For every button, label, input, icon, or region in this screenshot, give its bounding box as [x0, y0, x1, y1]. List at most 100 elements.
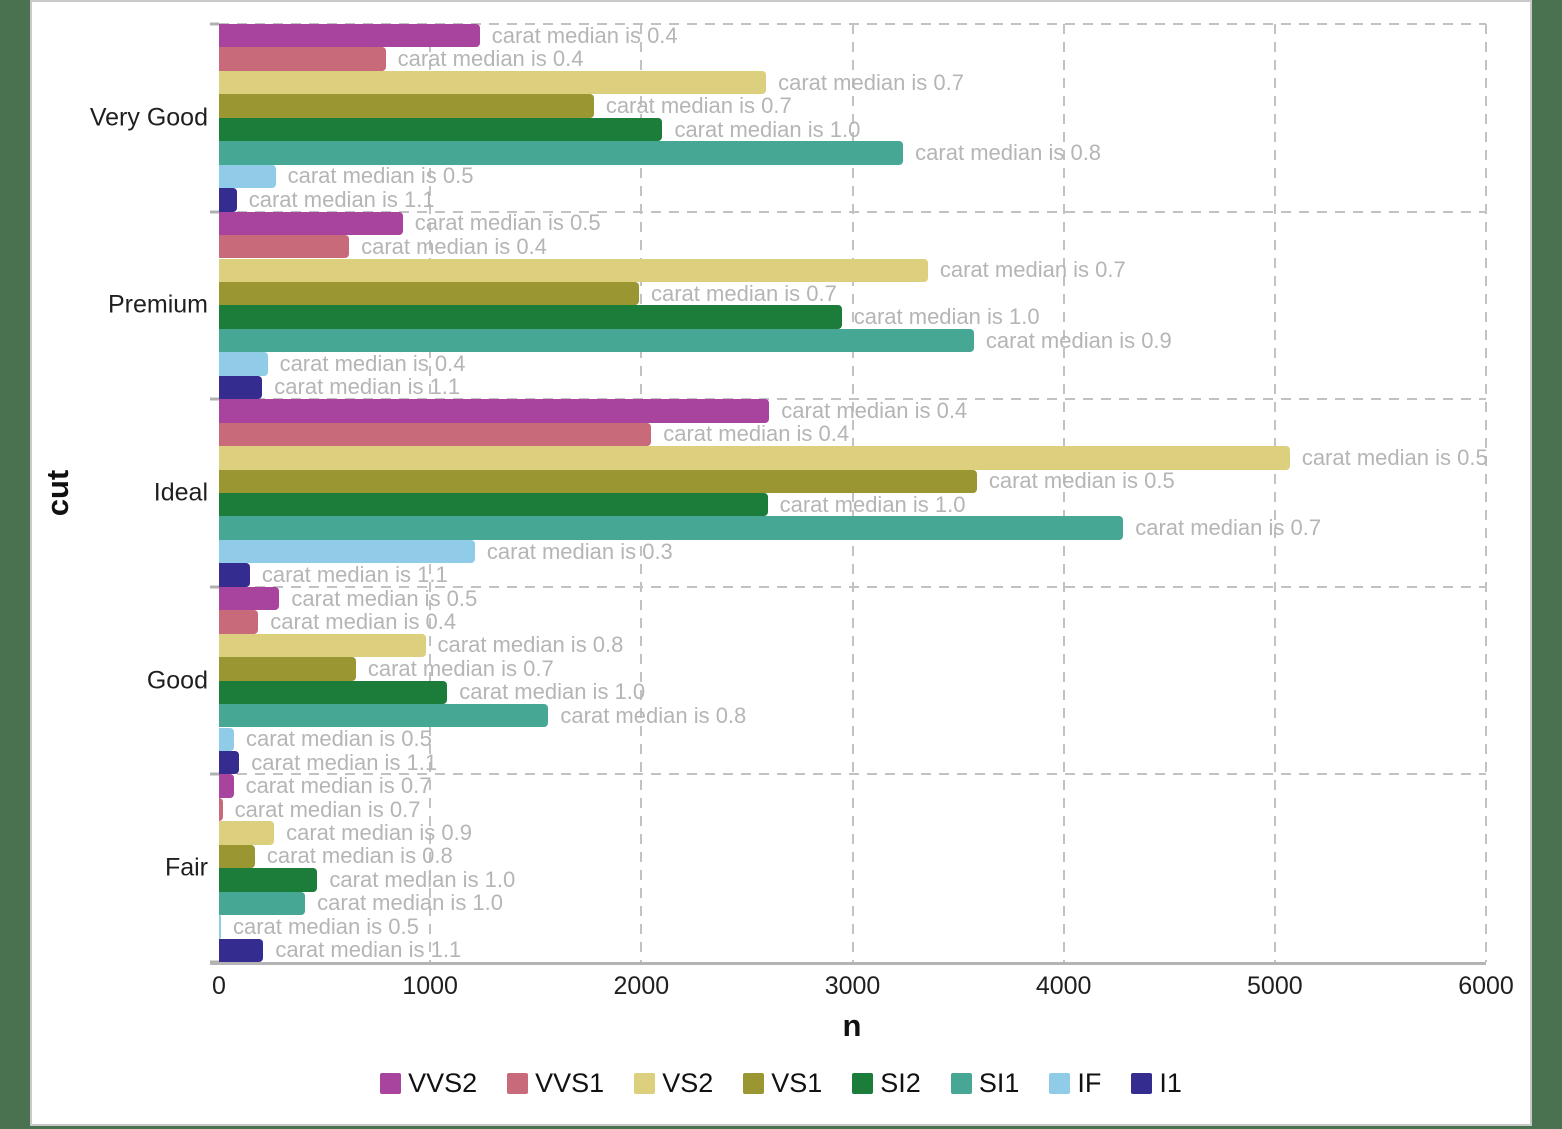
bar-good-i1	[219, 750, 240, 775]
x-axis-line	[210, 962, 1486, 965]
legend-label: I1	[1159, 1068, 1182, 1098]
bar-annotation: carat median is 0.7	[939, 257, 1126, 283]
bar-annotation: carat median is 0.5	[988, 468, 1175, 494]
bar-annotation: carat median is 0.4	[663, 421, 850, 447]
bar-good-vs2	[219, 633, 426, 658]
bar-very-good-vvs2	[219, 24, 480, 48]
legend-item-si1: SI1	[950, 1068, 1020, 1099]
bar-fair-vvs2	[219, 774, 234, 798]
y-axis-tick	[210, 585, 219, 589]
legend-item-vvs1: VVS1	[507, 1068, 604, 1099]
legend-swatch-vvs2	[380, 1073, 402, 1094]
bar-annotation: carat median is 0.7	[245, 773, 432, 799]
bar-premium-i1	[219, 375, 263, 400]
x-axis-tick-label: 5000	[1247, 972, 1303, 1000]
legend-label: VVS1	[535, 1068, 605, 1098]
legend-swatch-si1	[950, 1073, 972, 1094]
bar-fair-vvs1	[219, 797, 223, 822]
x-axis-tick-label: 1000	[402, 972, 458, 1000]
bar-fair-si1	[219, 891, 306, 916]
legend-item-si2: SI2	[852, 1068, 921, 1099]
legend-item-if: IF	[1049, 1068, 1101, 1099]
legend-swatch-vvs1	[507, 1073, 529, 1094]
bar-annotation: carat median is 0.8	[915, 139, 1102, 165]
gridline-horizontal	[219, 585, 1486, 588]
bar-annotation: carat median is 0.5	[414, 210, 601, 236]
legend-swatch-vs2	[634, 1073, 656, 1094]
bar-annotation: carat median is 1.0	[459, 679, 646, 705]
legend-label: VS2	[662, 1068, 714, 1098]
legend-swatch-vs1	[743, 1073, 765, 1094]
y-axis-tick	[210, 22, 219, 26]
bar-annotation: carat median is 0.5	[1301, 444, 1488, 470]
bar-annotation: carat median is 0.5	[245, 726, 432, 752]
y-axis-tick	[210, 772, 219, 776]
bar-annotation: carat median is 0.4	[270, 608, 457, 634]
bar-annotation: carat median is 1.0	[317, 890, 504, 916]
x-axis-tick-label: 4000	[1035, 972, 1092, 1000]
bar-ideal-i1	[219, 563, 250, 587]
bar-good-si2	[219, 680, 448, 705]
bar-fair-si2	[219, 868, 318, 892]
gridline-horizontal	[219, 210, 1486, 213]
gridline-vertical	[1485, 24, 1487, 962]
bar-ideal-vs1	[219, 469, 977, 493]
legend-label: SI1	[978, 1068, 1020, 1098]
bar-annotation: carat median is 0.4	[279, 351, 466, 377]
bar-fair-vs1	[219, 844, 255, 869]
bar-good-vvs2	[219, 586, 280, 611]
bar-fair-vs2	[219, 821, 275, 845]
y-axis-tick	[210, 210, 219, 214]
bar-annotation: carat median is 0.5	[233, 913, 419, 939]
legend-item-vs2: VS2	[634, 1068, 713, 1099]
bar-premium-vvs1	[219, 235, 350, 259]
bar-premium-si1	[219, 328, 974, 353]
bar-premium-if	[219, 352, 268, 376]
bar-ideal-si2	[219, 493, 768, 517]
bar-good-si1	[219, 704, 549, 728]
x-axis-tick-label: 6000	[1458, 972, 1514, 1000]
bar-annotation: carat median is 1.0	[329, 866, 516, 892]
y-axis-category-label: Very Good	[89, 103, 208, 132]
gridline-horizontal	[219, 398, 1486, 401]
bar-annotation: carat median is 0.7	[367, 655, 554, 681]
bar-very-good-i1	[219, 188, 237, 212]
y-axis-category-label: Good	[146, 666, 208, 695]
bar-good-vvs1	[219, 610, 259, 634]
bar-annotation: carat median is 0.7	[605, 93, 792, 119]
bar-annotation: carat median is 1.0	[779, 491, 966, 517]
bar-very-good-si1	[219, 141, 904, 165]
gridline-vertical	[1273, 24, 1276, 962]
gridline-horizontal	[219, 773, 1486, 776]
bar-premium-vvs2	[219, 211, 403, 236]
bar-ideal-if	[219, 539, 475, 564]
bar-annotation: carat median is 0.7	[651, 280, 837, 306]
y-axis-category-label: Ideal	[153, 478, 208, 507]
bar-annotation: carat median is 0.9	[985, 327, 1172, 353]
bar-annotation: carat median is 1.0	[674, 116, 861, 142]
bar-annotation: carat median is 1.1	[248, 186, 435, 212]
bar-annotation: carat median is 1.1	[261, 562, 448, 588]
legend-label: VVS2	[408, 1068, 478, 1098]
bar-ideal-si1	[219, 516, 1124, 540]
bar-ideal-vvs1	[219, 422, 652, 447]
legend: VVS2 VVS1 VS2 VS1 SI2 SI1 IF I1	[31, 1068, 1531, 1099]
bar-good-vs1	[219, 657, 356, 681]
bar-annotation: carat median is 0.4	[781, 397, 968, 423]
bar-annotation: carat median is 0.8	[437, 632, 624, 658]
legend-item-i1: I1	[1131, 1068, 1182, 1099]
bar-annotation: carat median is 0.4	[491, 22, 678, 48]
bar-annotation: carat median is 0.8	[560, 702, 747, 728]
bar-annotation: carat median is 0.7	[778, 69, 964, 95]
legend-item-vvs2: VVS2	[380, 1068, 477, 1099]
bar-annotation: carat median is 0.5	[287, 163, 474, 189]
bar-fair-if	[219, 915, 221, 939]
bar-annotation: carat median is 0.5	[291, 585, 478, 611]
bar-very-good-vs1	[219, 94, 594, 118]
bar-annotation: carat median is 1.1	[251, 749, 438, 775]
bar-annotation: carat median is 0.9	[286, 820, 472, 846]
bar-fair-i1	[219, 938, 264, 962]
bar-premium-si2	[219, 305, 842, 329]
bar-annotation: carat median is 0.8	[266, 843, 453, 869]
